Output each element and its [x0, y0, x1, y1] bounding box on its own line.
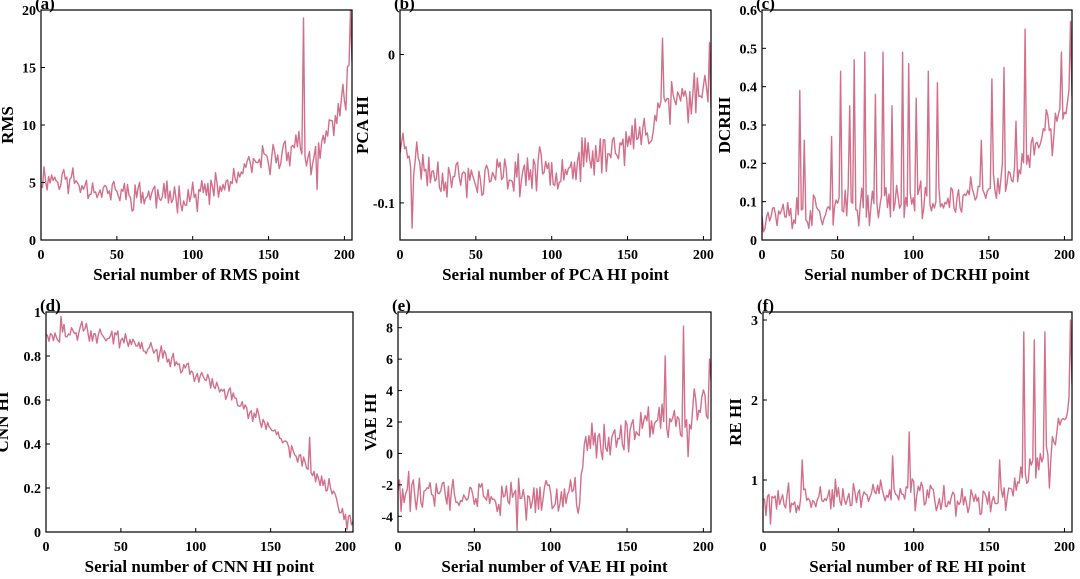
x-tick-label: 50 [114, 540, 128, 555]
y-tick-label: 2 [751, 394, 758, 409]
y-tick-label: 3 [751, 314, 758, 329]
y-tick-label: 15 [22, 62, 36, 77]
y-tick-label: 8 [386, 322, 393, 337]
y-tick-label: -4 [381, 510, 393, 525]
y-axis-title: RMS [0, 106, 17, 144]
x-axis-title: Serial number of DCRHI point [804, 265, 1030, 284]
x-tick-label: 100 [185, 540, 206, 555]
y-tick-label: 0 [750, 234, 757, 249]
x-tick-label: 200 [334, 248, 355, 263]
y-tick-label: 0.1 [740, 196, 758, 211]
y-tick-label: 1 [751, 474, 758, 489]
x-tick-label: 100 [903, 248, 924, 263]
x-axis-title: Serial number of RE HI point [809, 557, 1026, 576]
x-tick-label: 200 [1054, 540, 1075, 555]
chart-panel-d: 0 50 100 150 200 0 0.2 0.4 0.6 0.8 1 (d) Serial numb… [0, 296, 356, 576]
series-line [763, 319, 1072, 525]
x-axis-title: Serial number of PCA HI point [442, 265, 669, 284]
y-axis-title: DCRHI [715, 96, 734, 153]
chart-panel-e: 0 50 100 150 200 -4 -2 0 2 4 6 8 (e) Serial number of… [361, 296, 714, 576]
y-tick-label: 0.4 [740, 81, 758, 96]
x-tick-label: 0 [397, 248, 404, 263]
y-axis-title: RE HI [726, 398, 745, 446]
x-tick-label: 50 [831, 540, 845, 555]
series-line [762, 20, 1072, 233]
panel-label: (b) [394, 0, 415, 13]
y-tick-label: 0.4 [24, 438, 42, 453]
x-tick-label: 200 [335, 540, 356, 555]
chart-panel-c: 0 50 100 150 200 0 0.1 0.2 0.3 0.4 0.5 0.6 (c) Serial… [715, 0, 1075, 284]
panel-label: (e) [392, 296, 411, 315]
y-tick-label: 0 [388, 49, 395, 64]
series-line [398, 325, 711, 532]
x-tick-label: 200 [693, 540, 714, 555]
chart-panel-a: 0 50 100 150 200 0 5 10 15 20 (a) Serial number of … [0, 0, 355, 284]
y-tick-label: -2 [381, 479, 393, 494]
x-tick-label: 150 [260, 540, 281, 555]
chart-panel-f: 0 50 100 150 200 1 2 3(f) Serial number of RE HI… [726, 296, 1075, 576]
y-tick-label: 10 [22, 119, 36, 134]
plot-frame [45, 311, 354, 533]
x-tick-label: 150 [979, 540, 1000, 555]
y-tick-label: 0.3 [740, 119, 758, 134]
plot-frame [762, 311, 1073, 533]
y-tick-label: 5 [29, 177, 36, 192]
series-line [41, 10, 352, 214]
plot-frame [399, 9, 712, 241]
x-tick-label: 150 [617, 540, 638, 555]
x-tick-label: 50 [467, 540, 481, 555]
x-tick-label: 0 [43, 540, 50, 555]
x-tick-label: 100 [182, 248, 203, 263]
y-tick-label: 0.8 [24, 350, 42, 365]
y-tick-label: 0 [29, 234, 36, 249]
series-line [400, 37, 711, 229]
y-tick-label: -0.1 [373, 197, 395, 212]
x-tick-label: 200 [693, 248, 714, 263]
y-tick-label: 20 [22, 4, 36, 19]
x-axis-title: Serial number of VAE HI point [441, 557, 668, 576]
panel-label: (d) [40, 296, 61, 315]
x-axis-title: Serial number of CNN HI point [85, 557, 315, 576]
y-tick-label: 0 [34, 526, 41, 541]
y-axis-title: CNN HI [0, 391, 12, 452]
x-tick-label: 150 [978, 248, 999, 263]
y-tick-label: 0.5 [740, 42, 758, 57]
y-tick-label: 0.2 [24, 482, 42, 497]
x-tick-label: 150 [258, 248, 279, 263]
x-tick-label: 200 [1054, 248, 1075, 263]
y-tick-label: 0.6 [24, 394, 42, 409]
series-line [46, 315, 353, 531]
x-tick-label: 100 [903, 540, 924, 555]
y-tick-label: 6 [386, 353, 393, 368]
y-tick-label: 0.2 [740, 157, 758, 172]
panel-label: (a) [35, 0, 55, 13]
x-axis-title: Serial number of RMS point [93, 265, 300, 284]
y-tick-label: 0 [386, 447, 393, 462]
y-tick-label: 1 [34, 306, 41, 321]
y-tick-label: 2 [386, 416, 393, 431]
panel-label: (f) [757, 296, 774, 315]
x-tick-label: 0 [395, 540, 402, 555]
y-axis-title: VAE HI [361, 393, 380, 451]
x-tick-label: 50 [469, 248, 483, 263]
chart-panel-b: 0 50 100 150 200 -0.1 0 (b) Serial number of PCA… [353, 0, 714, 284]
x-tick-label: 150 [617, 248, 638, 263]
y-tick-label: 0.6 [740, 4, 758, 19]
x-tick-label: 50 [831, 248, 845, 263]
x-tick-label: 0 [760, 540, 767, 555]
panel-label: (c) [756, 0, 775, 13]
x-tick-label: 0 [759, 248, 766, 263]
x-tick-label: 100 [540, 540, 561, 555]
y-axis-title: PCA HI [353, 96, 372, 154]
y-tick-label: 4 [386, 385, 393, 400]
x-tick-label: 50 [110, 248, 124, 263]
x-tick-label: 0 [38, 248, 45, 263]
x-tick-label: 100 [541, 248, 562, 263]
